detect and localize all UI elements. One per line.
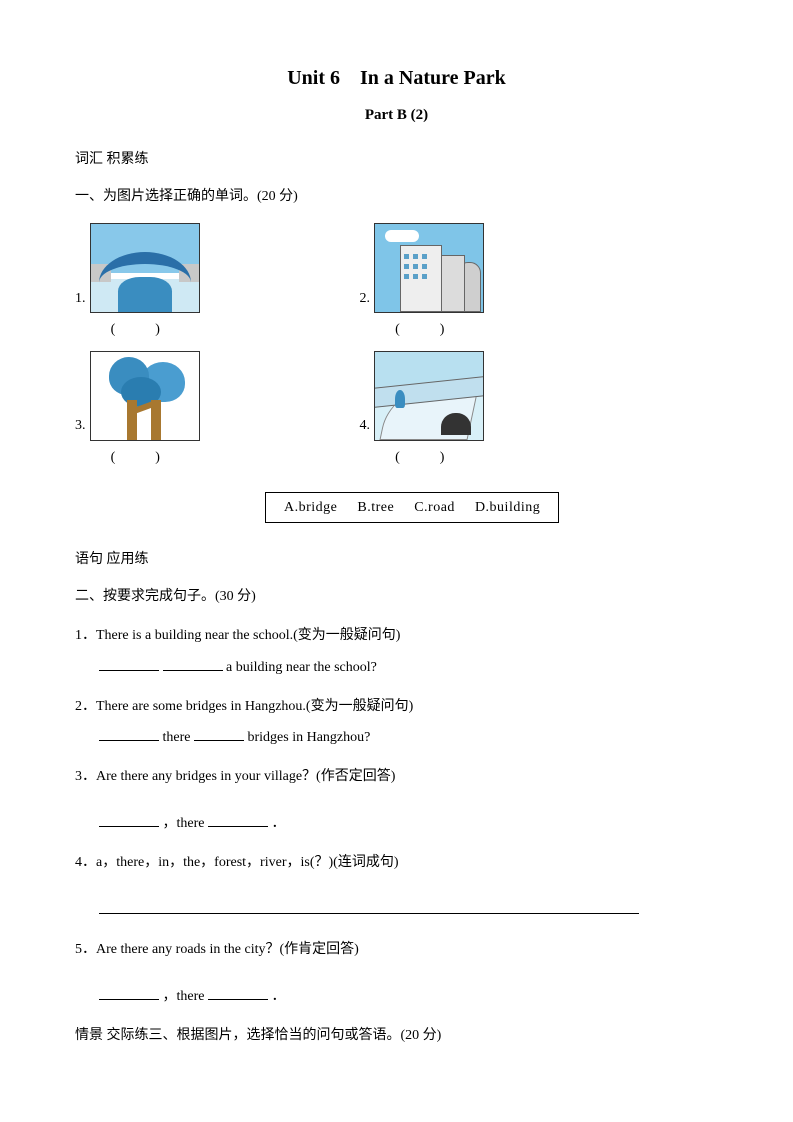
question-1: 1．There is a building near the school.(变… [75,623,718,648]
blank[interactable] [99,812,159,827]
question-5-answer[interactable]: ，there ． [99,984,718,1009]
option-c: C.road [414,500,455,515]
blank[interactable] [99,985,159,1000]
options-box: A.bridge B.tree C.road D.building [265,492,559,523]
blank[interactable] [208,985,268,1000]
question-4: 4．a，there，in，the，forest，river，is(？)(连词成句… [75,850,718,875]
question-3: 3．Are there any bridges in your village？… [75,764,718,789]
blank[interactable] [99,656,159,671]
question-2-tail: bridges in Hangzhou? [247,730,370,745]
page-title: Unit 6 In a Nature Park [75,60,718,96]
sentence-section-label: 语句 应用练 [75,547,718,572]
bridge-image [90,223,200,313]
building-image [374,223,484,313]
question-5-mid: ，there [163,989,205,1004]
blank[interactable] [99,899,639,914]
image-row-2: 3. ( ) 4. ( ) [75,351,718,470]
exercise-2-heading: 二、按要求完成句子。(30 分) [75,584,718,609]
exercise-3-heading: 情景 交际练三、根据图片，选择恰当的问句或答语。(20 分) [75,1023,718,1048]
page-subtitle: Part B (2) [75,102,718,129]
question-2: 2．There are some bridges in Hangzhou.(变为… [75,694,718,719]
image-3-number: 3. [75,413,86,438]
image-3-answer-blank[interactable]: ( ) [111,445,164,470]
blank[interactable] [163,656,223,671]
question-3-answer[interactable]: ，there ． [99,811,718,836]
road-image [374,351,484,441]
question-2-answer[interactable]: there bridges in Hangzhou? [99,725,718,750]
image-4-answer-blank[interactable]: ( ) [395,445,448,470]
vocab-section-label: 词汇 积累练 [75,147,718,172]
question-1-tail: a building near the school? [226,660,377,675]
image-2-number: 2. [360,286,371,311]
option-d: D.building [475,500,540,515]
question-3-tail: ． [271,816,285,831]
image-item-3: 3. ( ) [75,351,200,470]
image-item-2: 2. ( ) [360,223,485,342]
image-2-answer-blank[interactable]: ( ) [395,317,448,342]
tree-image [90,351,200,441]
exercise-1-heading: 一、为图片选择正确的单词。(20 分) [75,184,718,209]
image-item-4: 4. ( ) [360,351,485,470]
question-3-mid: ，there [163,816,205,831]
image-item-1: 1. ( ) [75,223,200,342]
option-a: A.bridge [284,500,337,515]
question-5-tail: ． [271,989,285,1004]
question-5: 5．Are there any roads in the city？(作肯定回答… [75,937,718,962]
blank[interactable] [99,726,159,741]
question-4-answer[interactable] [99,898,718,923]
image-1-answer-blank[interactable]: ( ) [111,317,164,342]
image-row-1: 1. ( ) 2. [75,223,718,342]
option-b: B.tree [357,500,394,515]
image-4-number: 4. [360,413,371,438]
image-1-number: 1. [75,286,86,311]
question-2-mid: there [163,730,194,745]
blank[interactable] [208,812,268,827]
question-1-answer[interactable]: a building near the school? [99,655,718,680]
blank[interactable] [194,726,244,741]
